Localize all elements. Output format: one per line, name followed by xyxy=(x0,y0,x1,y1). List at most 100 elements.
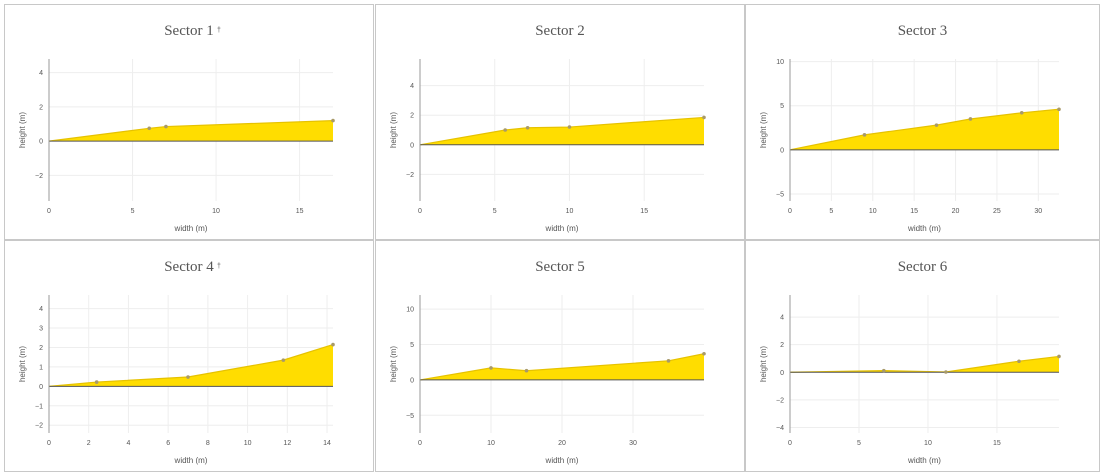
series-area xyxy=(49,120,333,142)
x-tick-label: 0 xyxy=(47,208,51,215)
y-tick-label: 0 xyxy=(780,370,784,377)
chart-panel-sector-2: Sector 2 0 5 10 15 −2 0 2 4 width (m) height (m) xyxy=(375,4,745,240)
x-tick-label: 10 xyxy=(212,208,220,215)
y-tick-label: 1 xyxy=(39,364,43,371)
y-tick-label: 2 xyxy=(39,345,43,352)
data-point xyxy=(503,128,507,132)
data-point xyxy=(882,368,886,373)
x-tick-label: 6 xyxy=(166,440,170,447)
series-area xyxy=(49,344,333,387)
y-tick-label: 5 xyxy=(410,342,414,349)
y-tick-label: 4 xyxy=(780,315,784,322)
x-tick-label: 15 xyxy=(640,208,648,215)
y-axis-label: height (m) xyxy=(759,346,768,382)
x-tick-label: 25 xyxy=(993,208,1001,215)
chart-mark: † xyxy=(217,27,221,34)
y-axis-label: height (m) xyxy=(389,112,398,148)
y-tick-label: 5 xyxy=(780,103,784,110)
data-point xyxy=(968,117,973,121)
x-tick-label: 0 xyxy=(788,208,792,215)
data-point xyxy=(567,125,572,129)
chart-mark: † xyxy=(217,263,221,270)
data-point xyxy=(489,366,493,370)
x-tick-label: 14 xyxy=(323,440,331,447)
x-tick-label: 10 xyxy=(566,208,574,215)
x-axis-label: width (m) xyxy=(907,456,941,465)
x-tick-label: 4 xyxy=(126,440,130,447)
y-tick-label: 3 xyxy=(39,326,43,333)
data-point xyxy=(1057,354,1061,359)
y-tick-label: 0 xyxy=(39,384,43,391)
chart-title: Sector 1 xyxy=(164,23,214,39)
y-tick-label: −2 xyxy=(776,397,784,404)
series-area xyxy=(790,109,1059,150)
chart-panel-sector-6: Sector 6 0 5 10 15 −4 −2 0 2 4 width (m) height (m… xyxy=(745,240,1100,472)
x-axis-label: width (m) xyxy=(545,224,579,233)
x-tick-label: 10 xyxy=(244,440,252,447)
x-tick-label: 10 xyxy=(869,208,877,215)
x-tick-label: 0 xyxy=(418,208,422,215)
x-tick-label: 8 xyxy=(206,440,210,447)
x-tick-label: 20 xyxy=(558,440,566,447)
y-tick-label: −2 xyxy=(35,423,43,430)
data-point xyxy=(94,380,99,384)
y-tick-label: −5 xyxy=(406,413,414,420)
data-point xyxy=(666,359,671,363)
y-axis-label: height (m) xyxy=(18,346,27,382)
chart-panel-sector-4: Sector 4 † 0 2 4 6 8 10 12 14 −2 −1 0 1 2 3 4 width (m)… xyxy=(4,240,374,472)
x-tick-label: 0 xyxy=(418,440,422,447)
y-tick-label: 4 xyxy=(39,70,43,77)
x-tick-label: 15 xyxy=(910,208,918,215)
data-point xyxy=(525,125,530,130)
x-tick-label: 0 xyxy=(788,440,792,447)
series-area xyxy=(790,356,1059,373)
y-tick-label: 2 xyxy=(780,342,784,349)
data-point xyxy=(524,368,529,373)
chart-svg: 0 5 10 15 −2 0 2 4 width (m) height (m) xyxy=(389,59,706,233)
y-tick-label: 2 xyxy=(39,104,43,111)
series-area xyxy=(420,117,704,145)
data-point xyxy=(1019,111,1024,115)
series-area xyxy=(420,353,704,380)
chart-title: Sector 2 xyxy=(535,23,585,39)
y-axis-label: height (m) xyxy=(759,112,768,148)
y-tick-label: −5 xyxy=(776,191,784,198)
x-tick-label: 15 xyxy=(296,208,304,215)
x-axis-label: width (m) xyxy=(174,224,208,233)
data-point xyxy=(1057,107,1061,112)
chart-panel-sector-5: Sector 5 0 10 20 30 −5 0 5 10 width (m) height (m… xyxy=(375,240,745,472)
y-tick-label: 4 xyxy=(410,83,414,90)
series-line xyxy=(48,119,334,142)
y-axis-label: height (m) xyxy=(389,346,398,382)
chart-title: Sector 6 xyxy=(897,259,948,275)
x-tick-label: 15 xyxy=(993,440,1001,447)
y-tick-label: 0 xyxy=(410,142,414,149)
y-tick-label: −2 xyxy=(35,173,43,180)
data-point xyxy=(1017,359,1021,364)
y-tick-label: −4 xyxy=(776,425,784,432)
data-point xyxy=(164,124,168,129)
chart-panel-sector-3: Sector 3 0 5 10 15 20 25 30 −5 0 5 10 width (m) heig… xyxy=(745,4,1100,240)
data-point xyxy=(331,342,335,347)
x-tick-label: 30 xyxy=(629,440,637,447)
y-tick-label: −2 xyxy=(406,172,414,179)
series-line xyxy=(789,108,1060,151)
y-tick-label: −1 xyxy=(35,403,43,410)
chart-svg: 0 5 10 15 −4 −2 0 2 4 width (m) height (m) xyxy=(759,295,1061,465)
data-point xyxy=(862,133,867,137)
data-point xyxy=(702,351,706,356)
x-tick-label: 10 xyxy=(487,440,495,447)
x-axis-label: width (m) xyxy=(174,456,208,465)
x-axis-label: width (m) xyxy=(545,456,579,465)
y-tick-label: 0 xyxy=(410,377,414,384)
data-point xyxy=(186,375,190,379)
x-tick-label: 2 xyxy=(87,440,91,447)
x-tick-label: 0 xyxy=(47,440,51,447)
y-tick-label: 10 xyxy=(406,307,414,314)
y-tick-label: 2 xyxy=(410,113,414,120)
x-tick-label: 10 xyxy=(924,440,932,447)
data-point xyxy=(702,115,706,120)
x-tick-label: 5 xyxy=(131,208,135,215)
y-tick-label: 4 xyxy=(39,306,43,313)
x-tick-label: 5 xyxy=(493,208,497,215)
